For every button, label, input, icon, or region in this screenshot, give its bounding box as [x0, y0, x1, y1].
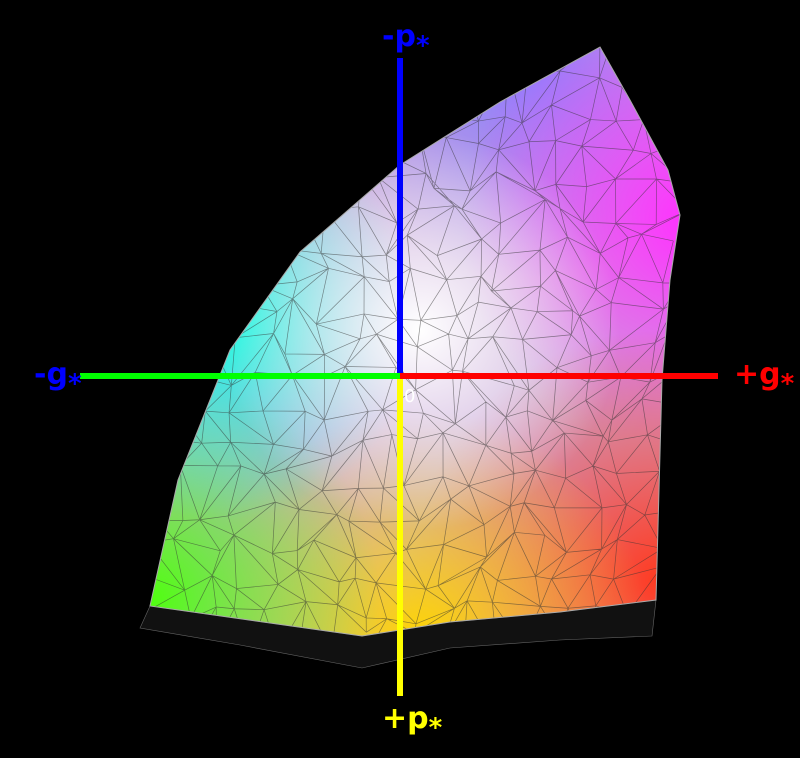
- axis-label: -p*: [382, 19, 430, 61]
- gamut-outline: [149, 46, 681, 637]
- axis-label-sub: *: [68, 369, 82, 399]
- origin-label: 0: [404, 386, 415, 407]
- axis-label: -g*: [34, 357, 82, 399]
- axis-label-main: +p: [382, 701, 429, 736]
- axis-label: +g*: [734, 357, 795, 399]
- axis-label-main: -p: [382, 19, 416, 54]
- axis-label-sub: *: [781, 369, 795, 399]
- axis-label: +p*: [382, 701, 443, 743]
- axis-label-sub: *: [416, 31, 430, 61]
- axis-label-main: +g: [734, 357, 781, 392]
- axis-label-main: -g: [34, 357, 68, 392]
- axis-label-sub: *: [429, 713, 443, 743]
